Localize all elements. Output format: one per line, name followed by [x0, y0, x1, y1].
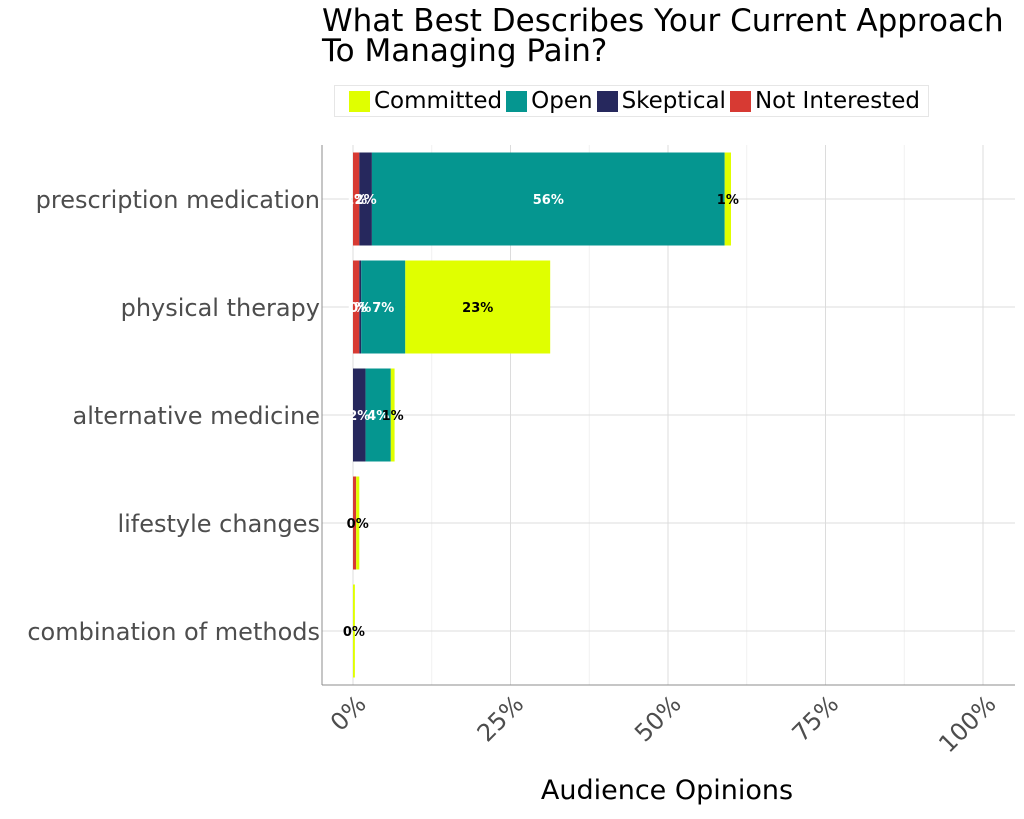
bar-segment	[390, 368, 395, 462]
legend-item: Open	[506, 88, 593, 114]
bar-segment	[371, 152, 725, 246]
data-label: 1%	[717, 193, 739, 208]
x-axis-label: Audience Opinions	[540, 775, 794, 806]
y-tick-label: combination of methods	[27, 618, 320, 646]
bar-segment	[353, 152, 360, 246]
data-label: 7%	[372, 301, 394, 316]
data-label: 0%	[343, 625, 365, 640]
legend-item: Not Interested	[729, 88, 920, 114]
legend-label: Open	[531, 88, 593, 114]
legend: Committed Open Skeptical Not Interested	[334, 85, 929, 117]
bar-segment	[405, 260, 551, 354]
data-label: 1%	[345, 193, 367, 208]
chart-title: What Best Describes Your Current Approac…	[322, 3, 1004, 69]
y-tick-label: prescription medication	[36, 186, 320, 214]
legend-swatch	[729, 90, 751, 112]
data-label: 2%	[355, 193, 377, 208]
y-tick-label: alternative medicine	[73, 402, 320, 430]
bar-segment	[353, 260, 360, 354]
y-tick-label: lifestyle changes	[117, 510, 320, 538]
legend-swatch	[506, 90, 528, 112]
legend-item: Skeptical	[596, 88, 726, 114]
y-tick-label: physical therapy	[121, 294, 320, 322]
x-tick-label: 75%	[787, 690, 845, 748]
bar-segment	[353, 584, 355, 678]
data-label: 2%	[348, 409, 370, 424]
data-label: 23%	[462, 301, 493, 316]
legend-swatch	[596, 90, 618, 112]
bar-segment	[353, 368, 366, 462]
bar-segment	[356, 476, 360, 570]
legend-label: Committed	[374, 88, 503, 114]
data-label: 0%	[347, 517, 369, 532]
bar-segment	[359, 152, 372, 246]
data-label: 1%	[345, 301, 367, 316]
legend-swatch	[349, 90, 370, 112]
data-label: 56%	[533, 193, 564, 208]
data-label: 0%	[349, 301, 371, 316]
legend-label: Skeptical	[621, 88, 726, 114]
bar-segment	[361, 260, 406, 354]
bar-segment	[724, 152, 731, 246]
x-tick-label: 0%	[325, 690, 372, 737]
bar-segment	[353, 476, 357, 570]
x-tick-label: 25%	[472, 690, 530, 748]
bar-segment	[359, 260, 362, 354]
data-label: 1%	[382, 409, 404, 424]
bar-segment	[365, 368, 391, 462]
data-label: 4%	[367, 409, 389, 424]
x-tick-label: 100%	[933, 690, 1001, 758]
legend-label: Not Interested	[754, 88, 920, 114]
x-tick-label: 50%	[629, 690, 687, 748]
legend-item: Committed	[349, 88, 502, 114]
